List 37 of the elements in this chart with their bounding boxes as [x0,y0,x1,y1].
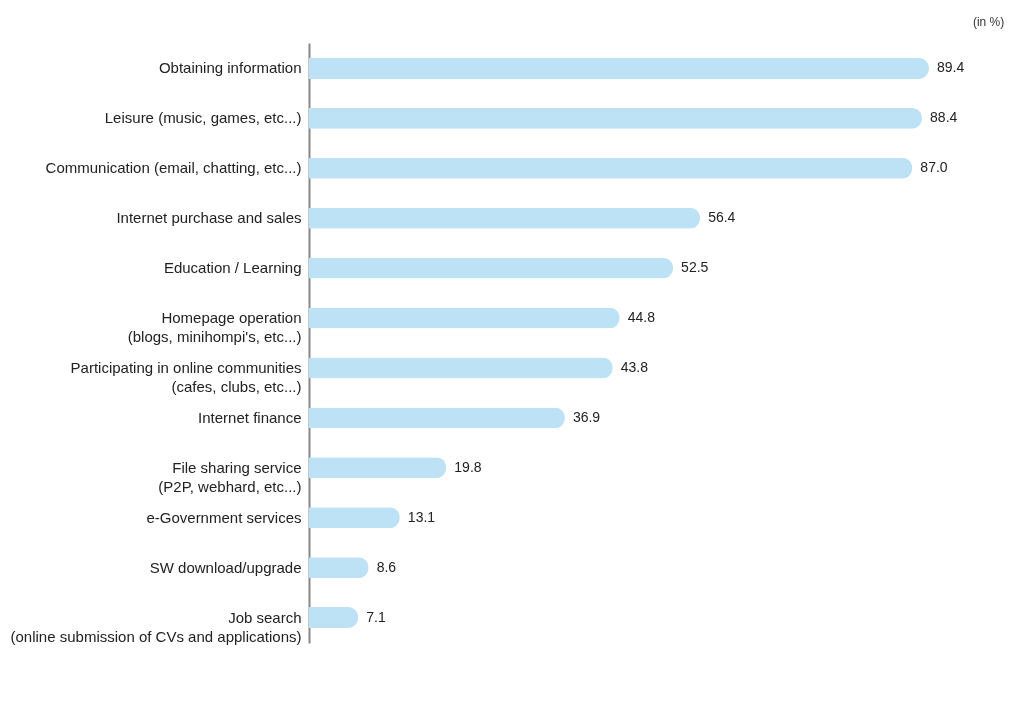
data-label: 52.5 [681,259,709,276]
bar [309,507,400,529]
data-label: 89.4 [937,59,965,76]
y-tick-label: Internet purchase and sales [116,209,302,227]
y-tick-label: File sharing service (P2P, webhard, etc...) [158,458,302,495]
data-label: 13.1 [407,508,436,525]
y-tick-label: Internet finance [198,408,302,426]
data-label: 7.1 [366,608,386,625]
text: (in %) [972,15,1005,29]
y-tick-label: Participating in online communities (cafes, clubs, etc...) [70,358,302,395]
bar [309,257,674,279]
bar [309,407,565,429]
data-label: 43.8 [620,358,649,375]
bar [309,107,923,129]
y-tick-label: Communication (email, chatting, etc...) [45,159,302,177]
y-tick-label: SW download/upgrade [149,558,302,576]
y-tick-label: Homepage operation (blogs, minihompi's, etc...) [127,309,302,346]
y-tick-label: Education / Learning [163,259,302,277]
y-tick-label: Job search (online submission of CVs and applications) [10,608,302,645]
bar [309,457,447,479]
bar [309,207,701,229]
data-label: 8.6 [376,558,397,575]
bar [309,607,359,629]
bar [309,357,613,379]
data-label: 87.0 [920,159,948,176]
data-label: 44.8 [627,309,656,326]
y-tick-label: e-Government services [146,508,302,526]
bar [309,557,369,579]
y-tick-label: Leisure (music, games, etc...) [104,109,302,127]
bar [309,157,913,179]
data-label: 56.4 [708,209,736,226]
y-tick-label: Obtaining information [158,59,302,77]
bar [309,57,929,79]
data-label: 88.4 [930,109,958,126]
bar [309,307,620,329]
data-label: 36.9 [572,408,601,425]
data-label: 19.8 [454,458,482,475]
